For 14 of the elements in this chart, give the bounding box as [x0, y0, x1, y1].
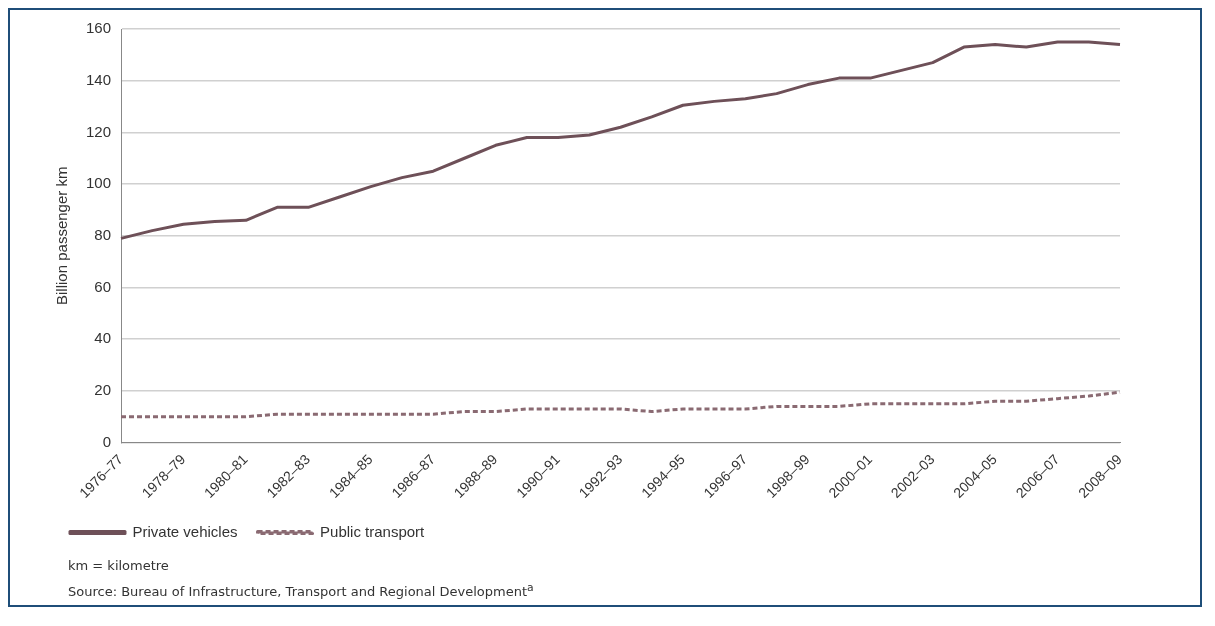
text: km = kilometre — [68, 558, 170, 573]
y-tick-label: 100 — [86, 174, 112, 192]
y-tick-label: 80 — [94, 225, 112, 243]
legend-label: Private vehicles — [132, 522, 238, 540]
y-tick-label: 0 — [102, 432, 112, 450]
y-tick-label: 60 — [94, 277, 112, 295]
y-tick-label: 40 — [94, 329, 112, 347]
source-note: Source: Bureau of Infrastructure, Transport and Regional Development$^{a}$ — [68, 581, 535, 600]
y-axis-title: Billion passenger km — [53, 166, 71, 305]
y-tick-label: 20 — [94, 381, 112, 399]
y-tick-label: 160 — [86, 19, 112, 37]
y-tick-label: 140 — [86, 70, 112, 88]
y-tick-label: 120 — [86, 122, 112, 140]
legend-label: Public transport — [320, 522, 426, 540]
